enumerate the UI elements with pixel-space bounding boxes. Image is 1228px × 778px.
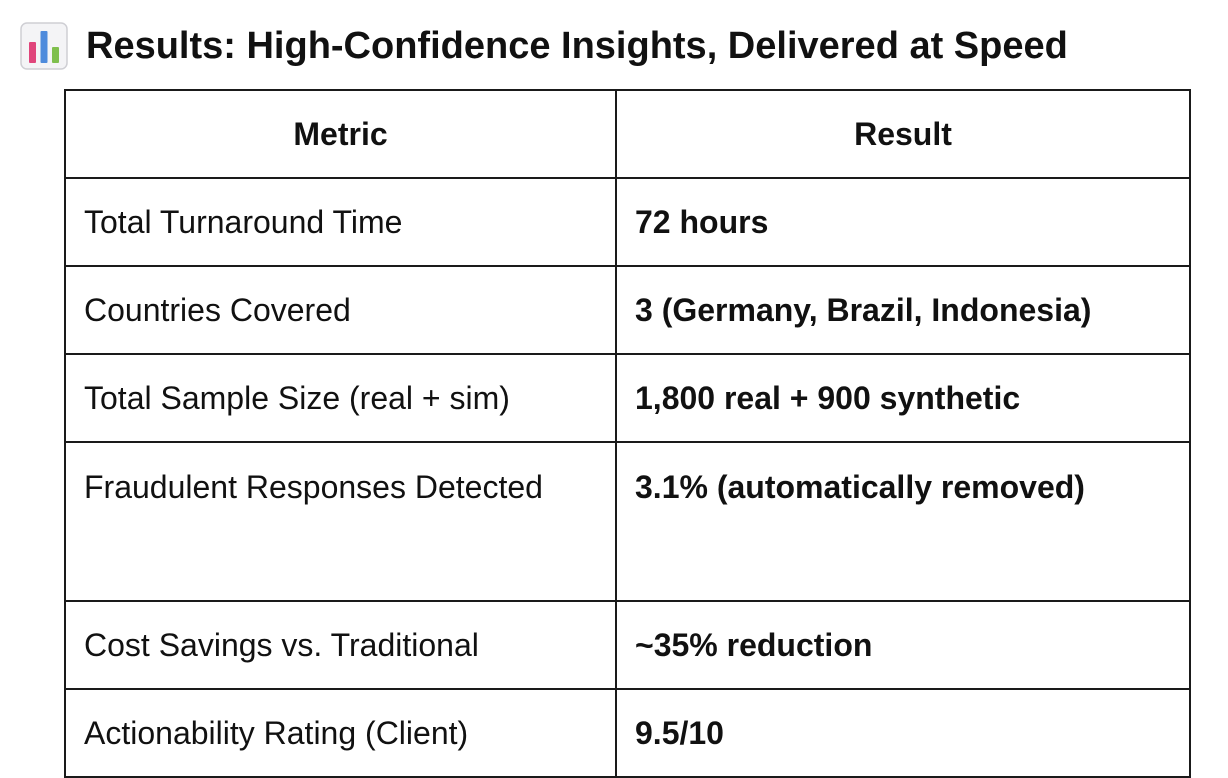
table-row: Countries Covered 3 (Germany, Brazil, In… <box>64 265 1191 355</box>
result-cell: 3.1% (automatically removed) <box>615 441 1191 602</box>
result-cell: ~35% reduction <box>615 600 1191 690</box>
metric-cell: Total Turnaround Time <box>64 177 617 267</box>
result-cell: 9.5/10 <box>615 688 1191 778</box>
column-header-metric: Metric <box>64 89 617 179</box>
page-title: Results: High-Confidence Insights, Deliv… <box>86 24 1068 67</box>
table-row: Cost Savings vs. Traditional ~35% reduct… <box>64 600 1191 690</box>
result-cell: 72 hours <box>615 177 1191 267</box>
page-heading: Results: High-Confidence Insights, Deliv… <box>20 14 1068 78</box>
result-cell: 1,800 real + 900 synthetic <box>615 353 1191 443</box>
metric-cell: Countries Covered <box>64 265 617 355</box>
table-row: Total Turnaround Time 72 hours <box>64 177 1191 267</box>
table-row: Total Sample Size (real + sim) 1,800 rea… <box>64 353 1191 443</box>
column-header-result: Result <box>615 89 1191 179</box>
bar-chart-icon <box>20 22 68 70</box>
table-row: Fraudulent Responses Detected 3.1% (auto… <box>64 441 1191 602</box>
result-cell: 3 (Germany, Brazil, Indonesia) <box>615 265 1191 355</box>
results-table: Metric Result Total Turnaround Time 72 h… <box>64 89 1191 778</box>
table-row: Actionability Rating (Client) 9.5/10 <box>64 688 1191 778</box>
metric-cell: Cost Savings vs. Traditional <box>64 600 617 690</box>
metric-cell: Actionability Rating (Client) <box>64 688 617 778</box>
metric-cell: Total Sample Size (real + sim) <box>64 353 617 443</box>
table-header-row: Metric Result <box>64 89 1191 179</box>
metric-cell: Fraudulent Responses Detected <box>64 441 617 602</box>
